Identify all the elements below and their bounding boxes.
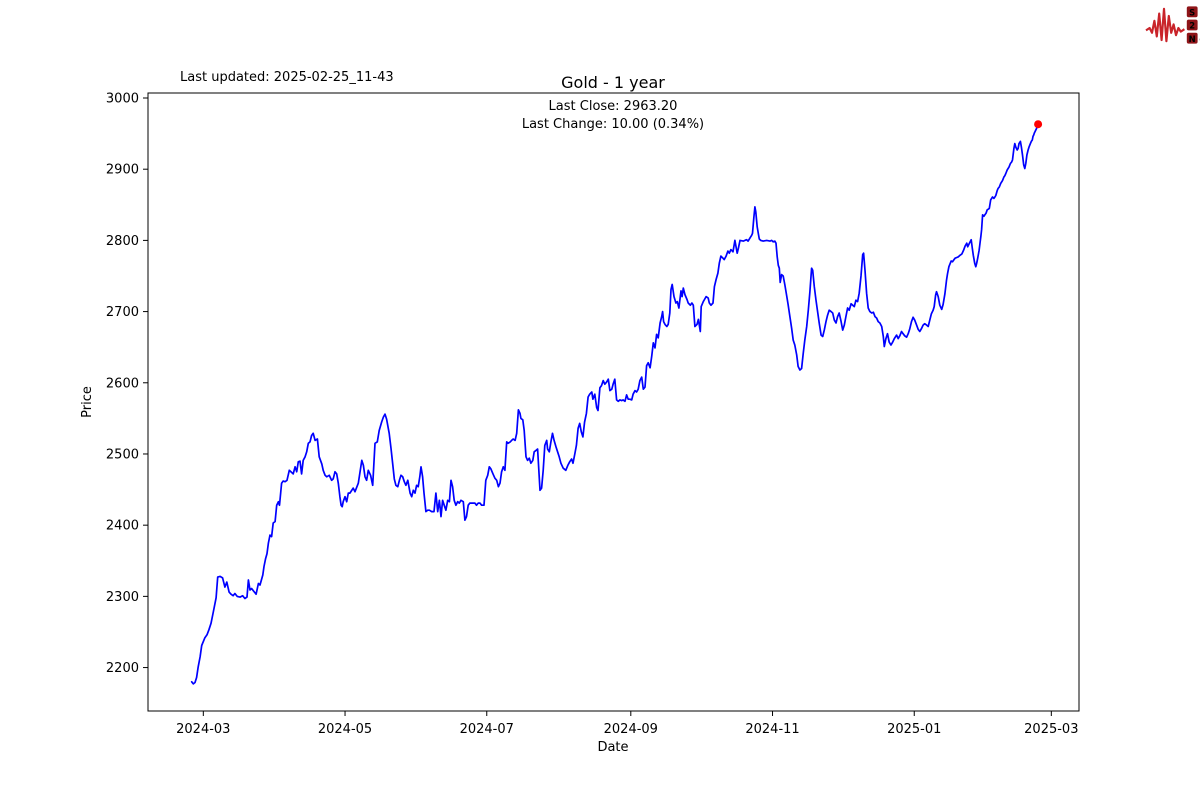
y-axis-label: Price bbox=[80, 386, 95, 418]
y-tick-label: 2400 bbox=[106, 519, 139, 534]
x-axis-label: Date bbox=[597, 740, 628, 755]
y-axis-ticks: 2200 2300 2400 2500 2600 2700 2800 2900 3000 bbox=[106, 92, 148, 676]
logo-badge-letter: N bbox=[1189, 34, 1196, 44]
price-line-series bbox=[190, 123, 1039, 685]
logo-badge-2 bbox=[1186, 19, 1198, 31]
brand-logo: SIGNAL2NOISE bbox=[1145, 6, 1200, 44]
x-tick-label: 2025-01 bbox=[887, 722, 941, 737]
x-tick-label: 2024-11 bbox=[745, 722, 799, 737]
x-tick-label: 2024-09 bbox=[604, 722, 658, 737]
last-close-annotation: Last Close: 2963.20 bbox=[549, 99, 678, 114]
waveform-icon bbox=[1145, 7, 1185, 43]
x-tick-label: 2024-05 bbox=[318, 722, 372, 737]
y-tick-label: 2500 bbox=[106, 447, 139, 462]
logo-badge-letter: S bbox=[1189, 7, 1195, 17]
y-tick-label: 2800 bbox=[106, 234, 139, 249]
y-tick-label: 2300 bbox=[106, 590, 139, 605]
logo-badge-s bbox=[1186, 6, 1198, 18]
plot-frame bbox=[147, 92, 1080, 712]
y-tick-label: 2700 bbox=[106, 305, 139, 320]
last-price-marker bbox=[1034, 120, 1043, 129]
y-tick-label: 2200 bbox=[106, 661, 139, 676]
y-tick-label: 2900 bbox=[106, 163, 139, 178]
logo-badge-n bbox=[1186, 32, 1198, 44]
last-change-annotation: Last Change: 10.00 (0.34%) bbox=[522, 117, 704, 132]
y-tick-label: 2600 bbox=[106, 376, 139, 391]
logo-badge-letter: 2 bbox=[1189, 21, 1195, 31]
x-tick-label: 2024-07 bbox=[460, 722, 514, 737]
x-axis-ticks: 2024-03 2024-05 2024-07 2024-09 2024-11 2025-… bbox=[176, 711, 1078, 737]
x-tick-label: 2025-03 bbox=[1024, 722, 1078, 737]
y-tick-label: 3000 bbox=[106, 92, 139, 107]
last-updated-text: Last updated: 2025-02-25_11-43 bbox=[180, 70, 394, 85]
x-tick-label: 2024-03 bbox=[176, 722, 230, 737]
logo-text: SIGNAL2NOISE bbox=[1186, 6, 1200, 44]
chart-title: Gold - 1 year bbox=[561, 73, 665, 92]
